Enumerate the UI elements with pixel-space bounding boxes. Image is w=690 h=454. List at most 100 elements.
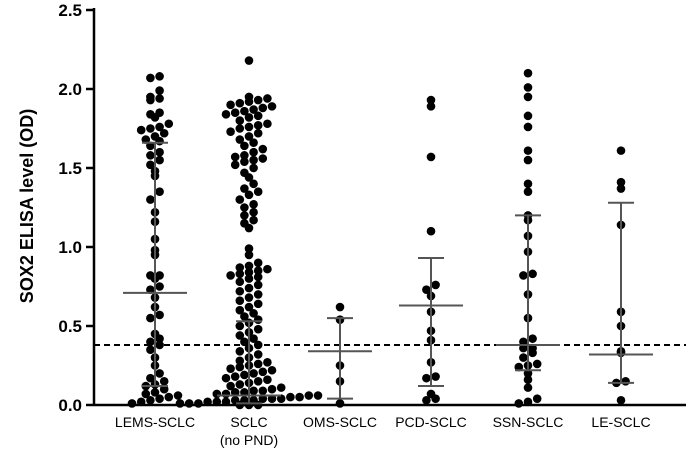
x-category-label: SCLC — [230, 414, 267, 430]
data-point — [212, 389, 222, 399]
data-point — [253, 315, 263, 324]
data-point — [523, 92, 533, 102]
data-point — [141, 135, 151, 144]
y-axis-title: SOX2 ELISA level (OD) — [17, 109, 37, 303]
data-point — [235, 296, 245, 306]
data-point — [335, 399, 345, 408]
data-point — [258, 367, 268, 377]
data-point — [244, 244, 254, 253]
data-point — [258, 394, 268, 403]
data-point — [267, 394, 277, 403]
data-point — [523, 146, 533, 155]
data-point — [523, 187, 533, 196]
data-point — [253, 128, 263, 138]
data-point — [519, 353, 528, 362]
data-point — [244, 267, 254, 277]
data-point — [230, 160, 240, 170]
data-point — [244, 223, 254, 233]
data-point — [523, 369, 533, 378]
data-point — [253, 187, 263, 196]
data-point — [253, 377, 263, 386]
data-point — [221, 373, 231, 383]
y-tick-label: 0.5 — [58, 317, 82, 336]
data-point — [258, 103, 268, 113]
data-point — [184, 399, 194, 408]
data-point — [150, 388, 160, 397]
x-category-label: PCD-SCLC — [395, 414, 467, 430]
y-tick-label: 2.0 — [58, 80, 82, 99]
data-point — [249, 386, 258, 396]
data-point — [431, 372, 440, 381]
data-point — [295, 392, 304, 402]
data-point — [240, 337, 249, 347]
x-category-label-line2: (no PND) — [220, 432, 278, 448]
data-point — [523, 397, 533, 407]
points-layer — [127, 56, 630, 410]
data-point — [235, 331, 245, 340]
data-point — [249, 334, 258, 343]
data-point — [221, 397, 231, 407]
data-point — [249, 200, 258, 209]
data-point — [616, 177, 626, 187]
data-point — [146, 337, 155, 347]
data-point — [164, 392, 174, 402]
data-point — [249, 369, 258, 378]
data-point — [194, 399, 203, 408]
data-point — [523, 111, 533, 121]
data-point — [304, 391, 314, 400]
data-point — [276, 394, 286, 403]
data-point — [235, 124, 245, 133]
data-point — [230, 372, 240, 381]
data-point — [155, 136, 164, 146]
data-point — [263, 358, 272, 367]
data-point — [249, 309, 258, 318]
data-point — [244, 293, 254, 302]
data-point — [226, 100, 235, 110]
data-point — [244, 283, 254, 293]
data-point — [422, 285, 431, 294]
data-point — [426, 152, 436, 162]
data-point — [263, 264, 272, 274]
data-point — [253, 95, 263, 105]
x-category-label: SSN-SCLC — [493, 414, 564, 430]
data-point — [155, 369, 164, 378]
data-point — [235, 263, 245, 272]
data-point — [263, 94, 272, 103]
labels-layer: LEMS-SCLC SCLC (no PND) OMS-SCLC PCD-SCLC SSN… — [115, 414, 651, 448]
data-point — [253, 121, 263, 130]
data-point — [235, 400, 245, 410]
data-point — [514, 362, 524, 372]
data-point — [532, 394, 542, 403]
data-point — [249, 179, 258, 189]
data-point — [249, 207, 258, 217]
data-point — [514, 399, 524, 408]
data-point — [159, 128, 169, 138]
data-point — [155, 310, 164, 320]
data-point — [253, 400, 263, 410]
data-point — [426, 102, 436, 111]
y-tick-label: 2.5 — [58, 1, 82, 20]
data-point — [230, 388, 240, 397]
data-point — [146, 345, 155, 355]
data-point — [240, 203, 249, 212]
data-point — [155, 72, 164, 81]
data-point — [244, 97, 254, 106]
data-point — [155, 340, 164, 350]
data-point — [155, 122, 164, 132]
data-point — [240, 312, 249, 321]
data-point — [221, 389, 231, 399]
data-point — [422, 373, 431, 383]
data-point — [226, 381, 235, 391]
data-point — [244, 122, 254, 132]
data-point — [155, 282, 164, 291]
x-category-label: OMS-SCLC — [303, 414, 377, 430]
y-tick-label: 1.5 — [58, 159, 82, 178]
data-point — [146, 160, 155, 170]
data-point — [523, 383, 533, 392]
data-point — [240, 151, 249, 160]
data-point — [240, 370, 249, 380]
data-point — [249, 163, 258, 173]
data-point — [616, 146, 626, 155]
data-point — [244, 274, 254, 283]
data-point — [226, 127, 235, 136]
